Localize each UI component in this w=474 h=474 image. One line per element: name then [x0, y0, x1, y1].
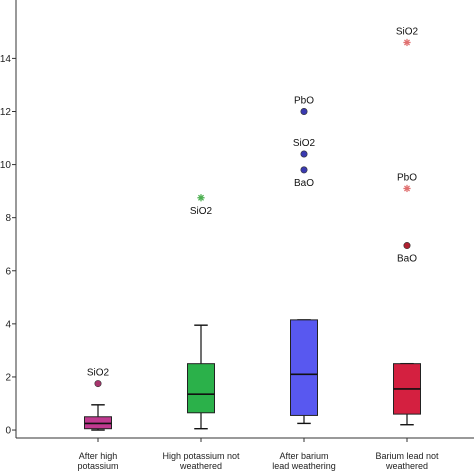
outlier-star-ray	[197, 194, 205, 201]
category-label: High potassium not weathered	[162, 451, 240, 471]
category-label-line2: potassium	[77, 461, 118, 471]
outlier-star-ray	[403, 39, 411, 46]
outlier-label: SiO2	[293, 138, 316, 149]
category-label: Barium lead not weathered	[375, 451, 439, 471]
box-1: SiO2	[187, 194, 215, 430]
box-3: SiO2 PbO BaO	[393, 26, 421, 426]
y-tick-label: 12	[0, 107, 11, 118]
category-label-line1: High potassium not	[162, 451, 240, 461]
outlier-label: BaO	[397, 254, 417, 265]
category-label-line1: After barium	[279, 451, 328, 461]
outlier-label: SiO2	[87, 368, 110, 379]
y-tick-label: 10	[0, 160, 11, 171]
outlier-point	[300, 166, 308, 174]
y-tick-label: 14	[0, 54, 11, 65]
category-label: After barium lead weathering	[272, 451, 336, 471]
outlier-label: PbO	[397, 172, 417, 183]
y-tick-label: 6	[5, 266, 11, 277]
outlier-label: BaO	[294, 178, 314, 189]
category-label-line1: Barium lead not	[375, 451, 439, 461]
category-label-line2: lead weathering	[272, 461, 336, 471]
outlier-label: PbO	[294, 95, 314, 106]
boxes: SiO2 SiO2 PbO SiO2 BaO SiO2 PbO BaO	[84, 26, 421, 431]
y-tick-label: 8	[5, 213, 11, 224]
y-tick-label: 0	[5, 426, 11, 437]
outlier-point	[300, 107, 308, 115]
box-0: SiO2	[84, 368, 112, 431]
outlier-point	[403, 242, 411, 250]
box-iqr	[187, 363, 215, 414]
category-label-line2: weathered	[179, 461, 222, 471]
outlier-star	[403, 38, 411, 47]
category-label: After high potassium	[77, 451, 118, 471]
axes: 0 2 4 6 8 10 12 14	[0, 0, 474, 442]
outlier-point	[300, 150, 308, 158]
outlier-star-ray	[403, 185, 411, 192]
outlier-point	[94, 380, 102, 388]
category-label-line1: After high	[79, 451, 118, 461]
outlier-star	[197, 194, 205, 202]
box-iqr	[290, 319, 318, 416]
outlier-label: SiO2	[396, 26, 419, 37]
box-2: PbO SiO2 BaO	[290, 95, 318, 425]
outlier-star	[403, 184, 411, 193]
outlier-label: SiO2	[190, 206, 213, 217]
category-label-line2: weathered	[385, 461, 428, 471]
y-tick-label: 2	[5, 372, 11, 383]
y-tick-label: 4	[5, 319, 11, 330]
